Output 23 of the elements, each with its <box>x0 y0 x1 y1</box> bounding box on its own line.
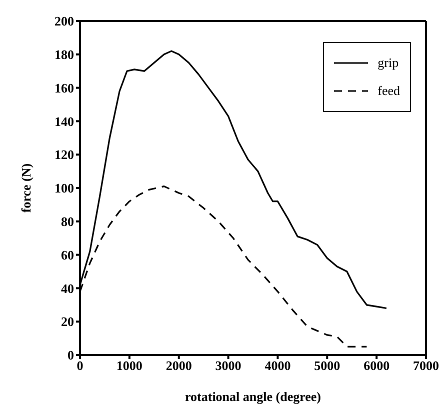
y-tick-label: 20 <box>61 314 74 330</box>
y-tick-label: 40 <box>61 280 74 296</box>
x-tick-label: 5000 <box>314 358 340 374</box>
x-tick-label: 7000 <box>413 358 439 374</box>
y-tick-label: 140 <box>54 114 74 129</box>
y-tick-label: 100 <box>54 180 74 196</box>
x-tick-label: 2000 <box>166 358 192 374</box>
y-tick-label: 180 <box>54 47 74 62</box>
x-axis-title: rotational angle (degree) <box>185 389 321 404</box>
x-tick-label: 4000 <box>264 358 291 374</box>
y-tick-label: 80 <box>61 214 74 230</box>
x-tick-label: 1000 <box>116 358 142 374</box>
x-tick-label: 3000 <box>215 358 242 374</box>
x-tick-label: 6000 <box>364 358 390 374</box>
y-tick-label: 0 <box>68 348 74 363</box>
y-tick-label: 200 <box>54 14 74 29</box>
y-tick-label: 120 <box>54 147 74 162</box>
y-tick-label: 60 <box>61 247 74 262</box>
y-tick-label: 160 <box>54 80 74 96</box>
legend-label: grip <box>378 55 399 71</box>
legend-label: feed <box>378 83 400 99</box>
x-tick-label: 0 <box>76 358 84 374</box>
y-axis-title: force (N) <box>18 163 34 213</box>
